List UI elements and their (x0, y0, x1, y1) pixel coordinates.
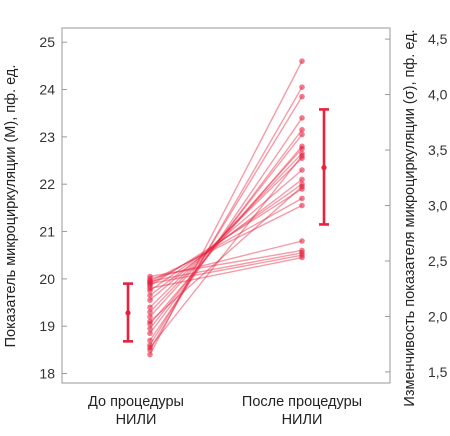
data-point-after (299, 153, 305, 159)
data-point-before (147, 325, 153, 332)
data-point-before (147, 344, 153, 351)
data-point-after (299, 115, 305, 121)
data-point-after (299, 254, 305, 261)
pair-line (149, 96, 303, 346)
data-point-after (299, 58, 305, 64)
data-point-after (299, 126, 305, 133)
right-tick-label: 3,5 (428, 142, 448, 158)
pair-line (149, 117, 303, 341)
right-tick-label: 4,5 (428, 31, 448, 47)
data-point-before (147, 285, 153, 292)
pair-line (149, 129, 303, 334)
pair-line (149, 240, 303, 280)
pair-line (149, 256, 303, 290)
data-point-before (147, 337, 153, 344)
pair-line (149, 204, 303, 282)
category-labels: До процедуры НИЛИ После процедуры НИЛИ (88, 394, 362, 428)
data-point-before (147, 330, 153, 337)
pair-line (149, 148, 303, 318)
right-tick-label: 1,5 (428, 364, 448, 380)
pair-line (149, 86, 303, 351)
data-point-before (147, 313, 153, 320)
left-tick-label: 22 (39, 176, 55, 192)
left-tick-label: 20 (39, 271, 55, 287)
pair-line (149, 60, 303, 355)
data-point-after (299, 176, 305, 183)
data-point-before (147, 292, 153, 299)
pair-line (149, 145, 303, 325)
data-point-after (299, 145, 305, 152)
mean-point-before (125, 310, 131, 316)
left-tick-label: 23 (39, 129, 55, 145)
category-label-before-line2: НИЛИ (116, 412, 157, 428)
right-tick-label: 3,0 (428, 198, 448, 214)
left-tick-label: 24 (39, 82, 55, 98)
pair-line (149, 178, 303, 296)
data-point-before (147, 309, 153, 315)
pair-line (149, 157, 303, 308)
data-point-before (147, 297, 153, 303)
data-points (147, 58, 305, 358)
left-tick-label: 18 (39, 366, 55, 382)
data-point-before (147, 273, 153, 280)
data-point-after (299, 84, 305, 90)
left-tick-label: 25 (39, 34, 55, 50)
category-label-before-line1: До процедуры (88, 394, 184, 410)
right-axis-ticks: 1,5 2,0 2,5 3,0 3,5 4,0 4,5 (385, 31, 448, 380)
pair-line (149, 183, 303, 292)
right-tick-label: 2,0 (428, 308, 448, 324)
y-axis-label-left: Показатель микроциркуляции (М), пф. ед. (3, 65, 19, 348)
pair-line (149, 155, 303, 348)
right-tick-label: 2,5 (428, 253, 448, 269)
pair-line (149, 134, 303, 329)
data-point-before (147, 318, 153, 325)
pair-line (149, 188, 303, 287)
data-point-after (299, 167, 305, 173)
left-tick-label: 19 (39, 318, 55, 334)
data-point-after (299, 183, 305, 190)
plot-area (61, 27, 391, 384)
pair-line (149, 249, 303, 278)
mean-point-after (321, 165, 327, 171)
category-label-after-line1: После процедуры (242, 394, 362, 410)
error-bars (123, 108, 329, 343)
right-tick-label: 4,0 (428, 87, 448, 103)
pair-line (149, 169, 303, 301)
pair-line (149, 252, 303, 282)
pair-line (149, 152, 303, 313)
data-point-after (299, 131, 305, 138)
data-point-before (147, 280, 153, 287)
data-point-after (299, 202, 305, 209)
category-label-after-line2: НИЛИ (282, 412, 323, 428)
left-tick-label: 21 (39, 224, 55, 240)
data-point-before (147, 304, 153, 311)
data-point-after (299, 93, 305, 100)
pair-line (149, 197, 303, 285)
data-point-after (299, 238, 305, 244)
y-axis-label-right: Изменчивость показателя микроциркуляции … (402, 29, 418, 406)
pair-line (149, 186, 303, 322)
paired-lines (149, 60, 303, 355)
data-point-after (299, 195, 305, 202)
pair-line (149, 254, 303, 285)
data-point-before (147, 351, 153, 358)
left-axis-ticks: 18 19 20 21 22 23 24 25 (39, 34, 67, 382)
